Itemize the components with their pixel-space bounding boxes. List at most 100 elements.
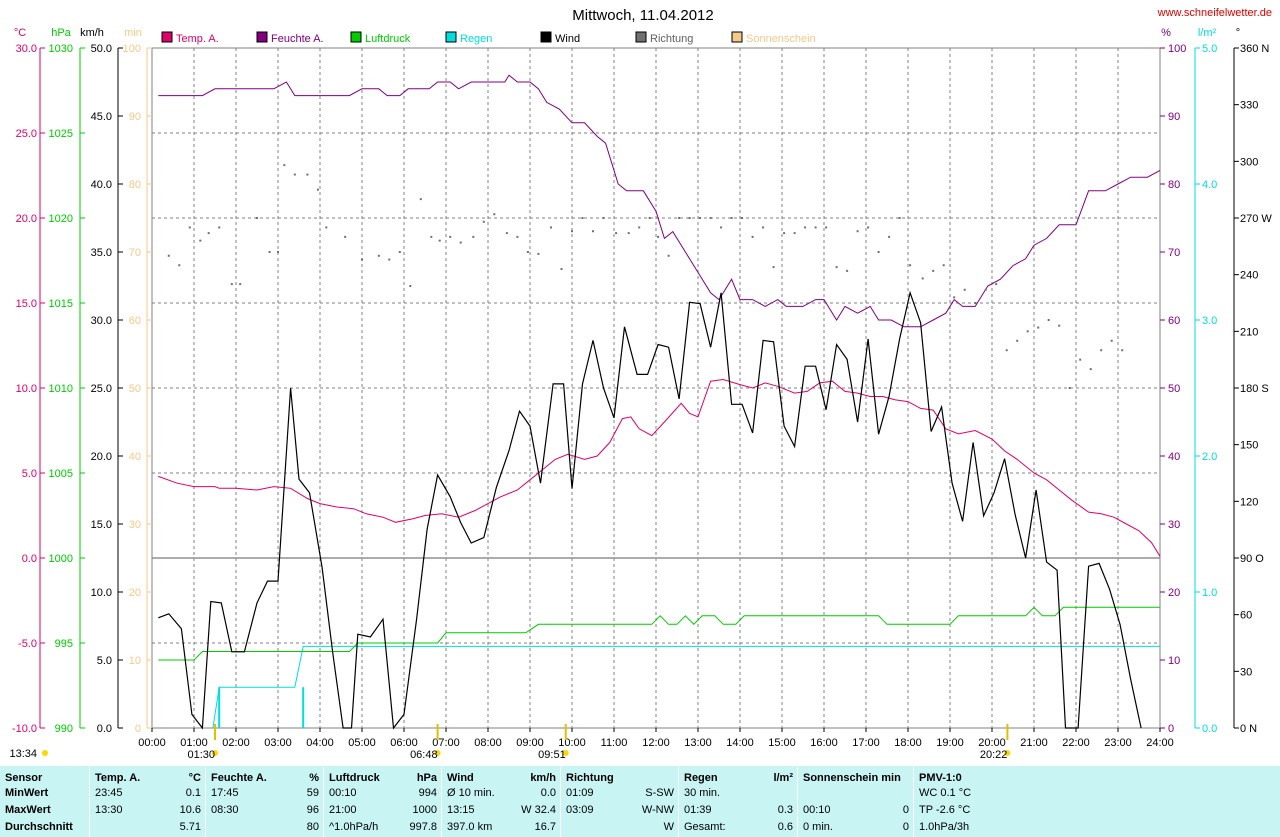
axis-tick-humidity: 50	[1168, 383, 1180, 395]
stats-direction-min: 01:09 S-SW	[566, 787, 674, 799]
legend-swatch-direction	[635, 31, 647, 43]
direction-point	[377, 254, 380, 257]
axis-tick-temp: -10.0	[12, 723, 37, 735]
axis-unit-direction: °	[1236, 27, 1240, 39]
direction-point	[218, 226, 221, 229]
axis-tick-temp: 0.0	[22, 553, 37, 565]
x-tick-label: 01:00	[180, 737, 208, 749]
axis-tick-direction: 300	[1240, 156, 1258, 168]
chart-axes: 30.025.020.015.010.05.00.0-5.0-10.010301…	[12, 43, 1272, 749]
direction-point	[963, 288, 966, 291]
stats-sunshine-min	[803, 787, 909, 801]
x-tick-label: 22:00	[1062, 737, 1090, 749]
direction-point	[793, 232, 796, 235]
time-markers: 01:30 06:48 09:51 20:22 13:34	[9, 724, 1011, 761]
axis-tick-rain: 2.0	[1202, 451, 1217, 463]
direction-point	[667, 254, 670, 257]
axis-tick-pressure: 990	[55, 723, 73, 735]
direction-point	[688, 217, 691, 219]
time-marker-label: 01:30	[187, 749, 215, 761]
axis-tick-wind: 35.0	[91, 247, 112, 259]
axis-tick-wind: 30.0	[91, 315, 112, 327]
axis-tick-humidity: 80	[1168, 179, 1180, 191]
axis-tick-direction: 240	[1240, 270, 1258, 282]
axis-tick-pressure: 1010	[49, 383, 73, 395]
axis-tick-humidity: 100	[1168, 43, 1186, 55]
axis-tick-temp: 5.0	[22, 468, 37, 480]
x-tick-label: 08:00	[474, 737, 502, 749]
direction-point	[1037, 326, 1040, 329]
direction-point	[699, 217, 702, 219]
direction-point	[1005, 349, 1008, 352]
axis-tick-humidity: 20	[1168, 587, 1180, 599]
axis-tick-direction: 330	[1240, 100, 1258, 112]
direction-point	[256, 217, 258, 219]
axis-unit-temp: °C	[14, 27, 26, 39]
direction-point	[762, 226, 765, 229]
axis-tick-humidity: 60	[1168, 315, 1180, 327]
stats-pmv-trend: 1.0hPa/3h	[919, 821, 970, 833]
axis-tick-pressure: 1020	[49, 213, 73, 225]
direction-point	[560, 268, 563, 270]
direction-point	[167, 254, 170, 257]
axis-tick-rain: 0.0	[1202, 723, 1217, 735]
legend-swatch-sunshine	[731, 31, 743, 43]
direction-point	[720, 226, 723, 229]
website-link[interactable]: www.schneifelwetter.de	[1157, 7, 1272, 19]
chart-series	[158, 74, 1161, 730]
x-tick-label: 02:00	[222, 737, 250, 749]
stats-sunshine-avg: 0 min. 0	[803, 821, 909, 833]
direction-point	[537, 252, 540, 255]
time-marker-label: 20:22	[980, 749, 1008, 761]
axis-unit-rain: l/m²	[1198, 27, 1217, 39]
direction-point	[751, 235, 754, 238]
chart-legend: Temp. A. Feuchte A. Luftdruck Regen Wind Rich…	[161, 31, 816, 45]
stats-wind-min: Ø 10 min. 0.0	[447, 787, 556, 799]
direction-point	[835, 266, 838, 269]
axis-tick-rain: 4.0	[1202, 179, 1217, 191]
x-tick-label: 09:00	[516, 737, 544, 749]
time-marker-label: 09:51	[538, 749, 566, 761]
axis-tick-direction: 360 N	[1240, 43, 1269, 55]
stats-temp-min: 23:45 0.1	[95, 787, 201, 799]
x-tick-label: 07:00	[432, 737, 460, 749]
axis-unit-wind: km/h	[80, 27, 104, 39]
axis-tick-temp: -5.0	[18, 638, 37, 650]
axis-tick-humidity: 10	[1168, 655, 1180, 667]
direction-point	[1016, 339, 1019, 342]
direction-point	[783, 232, 786, 235]
legend-label-direction: Richtung	[650, 33, 693, 45]
axis-tick-sunshine: 40	[129, 451, 141, 463]
axis-tick-sunshine: 90	[129, 111, 141, 123]
stats-humidity-header: Feuchte A.%	[211, 772, 319, 784]
direction-point	[867, 226, 870, 229]
axis-tick-wind: 0.0	[97, 723, 112, 735]
axis-tick-wind: 45.0	[91, 111, 112, 123]
stats-wind-header: Wind km/h	[447, 772, 556, 784]
axis-unit-labels: °C hPa km/h min% l/m² °	[14, 27, 1240, 39]
direction-point	[459, 241, 462, 244]
stats-humidity-min: 17:45 59	[211, 787, 319, 799]
direction-point	[293, 173, 296, 176]
direction-point	[602, 217, 605, 219]
stats-direction-avg: W	[663, 821, 674, 833]
direction-point	[1079, 358, 1082, 361]
series-rain	[212, 645, 1160, 729]
axis-tick-pressure: 995	[55, 638, 73, 650]
direction-point	[953, 296, 956, 299]
axis-unit-humidity: %	[1161, 27, 1171, 39]
x-tick-label: 06:00	[390, 737, 418, 749]
direction-point	[482, 220, 485, 223]
stats-direction-max: 03:09 W-NW	[566, 804, 674, 816]
legend-swatch-pressure	[350, 31, 362, 43]
direction-point	[648, 217, 651, 219]
legend-label-humidity: Feuchte A.	[271, 33, 324, 45]
legend-label-rain: Regen	[460, 33, 492, 45]
axis-tick-wind: 25.0	[91, 383, 112, 395]
direction-point	[984, 288, 987, 291]
axis-tick-humidity: 30	[1168, 519, 1180, 531]
direction-point	[888, 235, 891, 238]
direction-point	[516, 235, 519, 238]
direction-point	[230, 283, 233, 286]
axis-tick-sunshine: 80	[129, 179, 141, 191]
